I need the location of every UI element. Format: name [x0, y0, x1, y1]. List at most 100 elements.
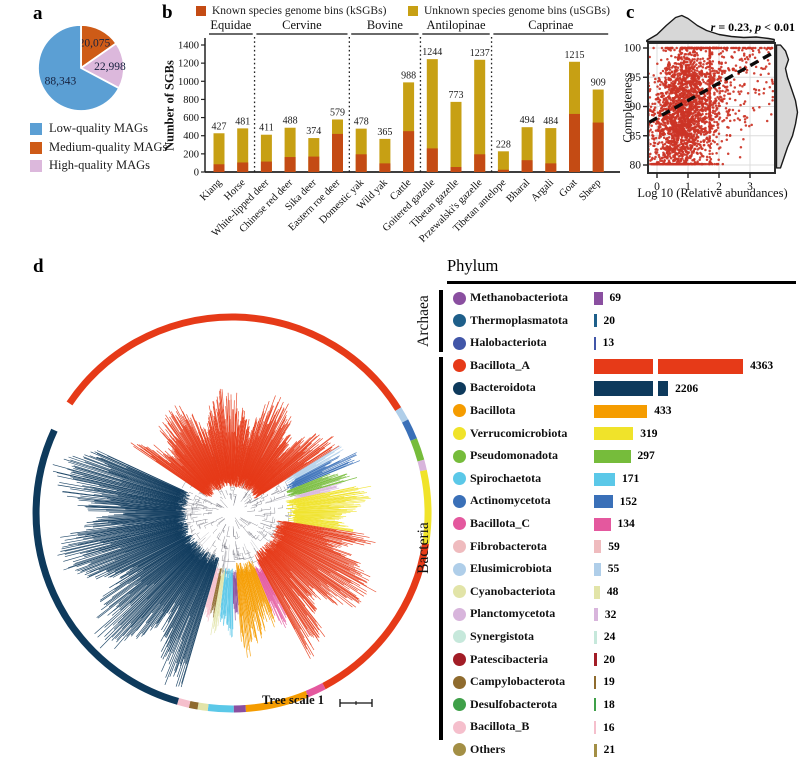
phylum-name: Methanobacteriota [470, 290, 568, 305]
bar-chunk [594, 744, 597, 757]
phylum-dot-icon [453, 495, 466, 508]
bar-total-label: 484 [543, 116, 558, 127]
phylum-row-fibrobacterota: Fibrobacterota 59 [420, 536, 798, 559]
phylum-count: 134 [618, 518, 635, 530]
tree-scale: Tree scale 1 [262, 693, 324, 708]
phylum-dot-icon [453, 517, 466, 530]
bar-chunk [594, 337, 596, 350]
phylum-dot-icon [453, 427, 466, 440]
bar-total-label: 478 [354, 117, 369, 128]
phylum-count-bar: 20 [594, 310, 615, 333]
phylum-row-bacteroidota: Bacteroidota 2206 [420, 377, 798, 400]
phylum-count-bar: 433 [594, 400, 671, 423]
phylum-name: Bacteroidota [470, 380, 536, 395]
phylum-name: Bacillota_C [470, 516, 530, 531]
y-tick-label: 400 [183, 131, 199, 142]
y-tick-label: 95 [630, 72, 642, 84]
high-quality-swatch-icon [30, 160, 42, 172]
bar-total-label: 909 [591, 78, 606, 89]
phylum-name: Desulfobacterota [470, 697, 557, 712]
phylum-dot-icon [453, 630, 466, 643]
phylum-dot-icon [453, 472, 466, 485]
bar-chunk [594, 292, 603, 305]
phylum-count-bar: 13 [594, 332, 614, 355]
bar-chunk [594, 586, 600, 599]
phylum-dot-icon [453, 337, 466, 350]
phylum-count: 16 [603, 722, 615, 734]
phylum-name: Others [470, 742, 505, 757]
phylum-name: Fibrobacterota [470, 539, 547, 554]
phylum-name: Bacillota_B [470, 719, 529, 734]
phylum-count: 20 [604, 654, 616, 666]
bar-total-label: 228 [496, 139, 511, 150]
bar-chunk [594, 563, 601, 576]
phylum-count-bar: 19 [594, 671, 615, 694]
phylum-name: Pseudomonadota [470, 448, 558, 463]
y-tick-label: 85 [630, 130, 642, 142]
phylum-dot-icon [453, 698, 466, 711]
phylum-count-bar: 20 [594, 649, 615, 672]
phylum-name: Patescibacteria [470, 652, 548, 667]
bar-total-label: 411 [259, 123, 274, 134]
pie-slice-value-label: 88,343 [45, 75, 77, 87]
pie-legend-item-high: High-quality MAGs [30, 158, 150, 173]
phylum-dot-icon [453, 359, 466, 372]
tree-scale-bar-icon [338, 697, 378, 709]
phylum-row-patescibacteria: Patescibacteria 20 [420, 649, 798, 672]
phylum-dot-icon [453, 314, 466, 327]
phylum-count-bar: 18 [594, 694, 615, 717]
phylum-name: Synergistota [470, 629, 534, 644]
phylum-count: 19 [603, 676, 615, 688]
phylum-ring-segment [208, 708, 234, 710]
phylum-count: 48 [607, 586, 619, 598]
bar-chunk [594, 405, 647, 418]
pie-legend-label: High-quality MAGs [49, 158, 150, 173]
phylum-dot-icon [453, 404, 466, 417]
phylum-count: 21 [604, 744, 616, 756]
medium-quality-swatch-icon [30, 142, 42, 154]
phylum-count-bar: 21 [594, 739, 615, 761]
pie-slice-value-label: 22,998 [94, 61, 126, 73]
y-tick-label: 80 [630, 160, 642, 172]
y-tick-label: 0 [194, 168, 199, 179]
phylum-count-bar: 16 [594, 716, 615, 739]
bar-chunk [594, 676, 596, 689]
category-label: Bharal [505, 177, 533, 205]
top-density-curve [647, 16, 774, 42]
phylum-count: 24 [604, 631, 616, 643]
phylum-count: 171 [622, 473, 639, 485]
ksgb-bar-segment [593, 123, 604, 172]
pie-legend-label: Low-quality MAGs [49, 121, 148, 136]
group-header-label: Equidae [210, 18, 251, 32]
bar-total-label: 374 [306, 126, 321, 137]
bar-total-label: 1244 [422, 47, 442, 58]
phylum-count-bar: 4363 [594, 355, 773, 378]
bar-chunk [594, 631, 597, 644]
phylum-dot-icon [453, 292, 466, 305]
phylum-row-bacillota_a: Bacillota_A 4363 [420, 355, 798, 378]
phylum-title-rule [447, 281, 796, 284]
phylum-dot-icon [453, 585, 466, 598]
ksgb-bar-segment [474, 154, 485, 172]
phylum-count-bar: 297 [594, 445, 655, 468]
phylum-count: 13 [603, 337, 615, 349]
phylogenetic-tree-svg [20, 268, 444, 738]
pie-legend-item-low: Low-quality MAGs [30, 121, 148, 136]
category-label: Goat [557, 177, 579, 199]
phylum-name: Bacillota_A [470, 358, 530, 373]
low-quality-swatch-icon [30, 123, 42, 135]
phylum-row-synergistota: Synergistota 24 [420, 626, 798, 649]
bar-chunk [594, 721, 596, 734]
phylum-count-bar: 69 [594, 287, 621, 310]
phylum-count-bar: 319 [594, 423, 657, 446]
phylum-count: 2206 [675, 383, 698, 395]
bar-total-label: 1237 [470, 48, 490, 59]
phylum-name: Halobacteriota [470, 335, 547, 350]
bar-total-label: 365 [377, 127, 392, 138]
phylum-row-desulfobacterota: Desulfobacterota 18 [420, 694, 798, 717]
phylum-count-bar: 59 [594, 536, 620, 559]
